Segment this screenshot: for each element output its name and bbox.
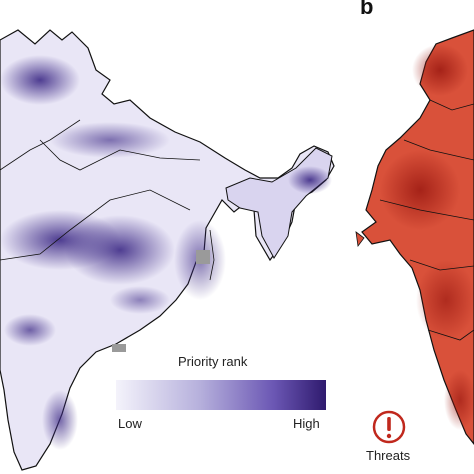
region-borders-left bbox=[0, 119, 215, 281]
threats-label: Threats bbox=[366, 448, 411, 463]
region-borders-right bbox=[379, 99, 474, 341]
legend-color-bar bbox=[116, 380, 326, 410]
threats-map bbox=[355, 29, 474, 445]
legend-high-label: High bbox=[293, 416, 320, 431]
priority-map bbox=[0, 29, 335, 471]
legend-title: Priority rank bbox=[178, 354, 248, 369]
legend-low-label: Low bbox=[118, 416, 142, 431]
panel-label-b: b bbox=[360, 0, 374, 19]
exclamation-circle-icon bbox=[372, 410, 406, 444]
northeast-region-left bbox=[225, 147, 333, 259]
